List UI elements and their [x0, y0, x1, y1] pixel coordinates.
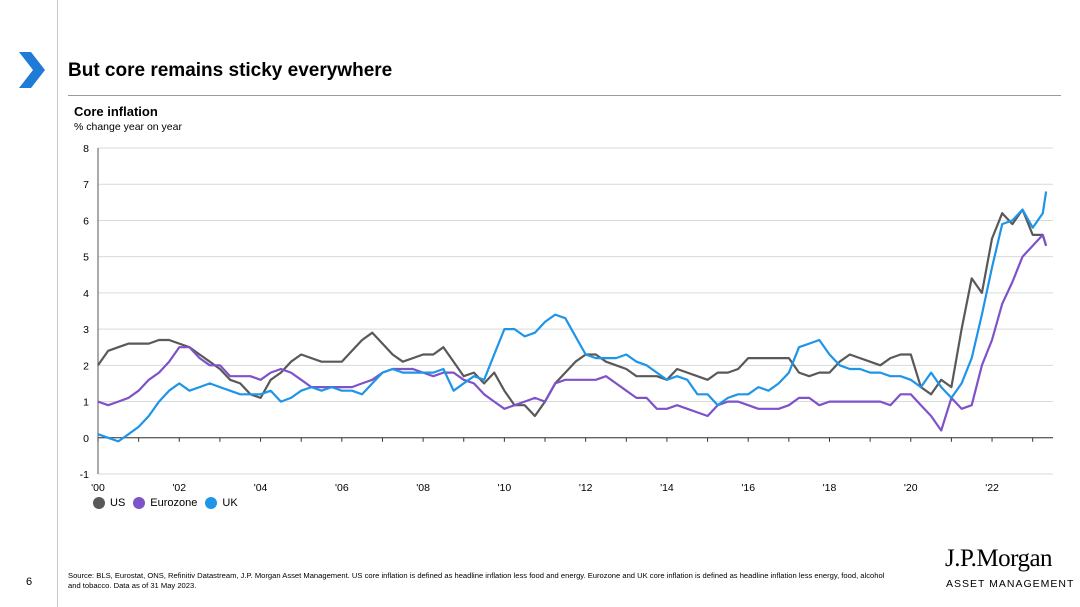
legend-item-eurozone: Eurozone [133, 497, 197, 509]
y-tick-label: 0 [83, 433, 89, 445]
source-footnote: Source: BLS, Eurostat, ONS, Refinitiv Da… [68, 571, 885, 590]
x-tick-label: '08 [416, 482, 430, 494]
left-margin-rule [57, 0, 58, 607]
logo-subtitle: ASSET MANAGEMENT [946, 578, 1075, 590]
y-tick-label: 1 [83, 397, 89, 409]
series-line-us [97, 208, 1048, 418]
x-tick-label: '06 [335, 482, 349, 494]
x-tick-label: '04 [254, 482, 268, 494]
legend-label-eurozone: Eurozone [150, 497, 198, 509]
x-tick-label: '16 [741, 482, 755, 494]
chart-legend: US Eurozone UK [93, 497, 246, 509]
y-tick-label: 4 [83, 288, 89, 300]
y-tick-label: 2 [83, 360, 89, 372]
jpmorgan-logo: J.P.Morgan [945, 545, 1053, 572]
chart-subtitle: % change year on year [74, 121, 182, 133]
legend-marker-uk [205, 497, 218, 509]
legend-label-uk: UK [222, 497, 238, 509]
legend-item-uk: UK [205, 497, 238, 509]
legend-marker-us [93, 497, 105, 509]
y-tick-label: 6 [83, 215, 89, 227]
y-tick-label: -1 [80, 469, 89, 481]
legend-item-us: US [93, 497, 125, 509]
x-tick-label: '18 [823, 482, 837, 494]
x-tick-label: '10 [498, 482, 512, 494]
y-tick-label: 3 [83, 324, 89, 336]
x-tick-label: '22 [985, 482, 999, 494]
y-tick-label: 8 [83, 143, 89, 155]
x-tick-label: '14 [660, 482, 674, 494]
legend-label-us: US [110, 497, 126, 509]
x-tick-label: '12 [579, 482, 593, 494]
chevron-right-icon [19, 52, 45, 88]
x-tick-label: '20 [904, 482, 918, 494]
x-tick-label: '02 [172, 482, 186, 494]
series-line-eurozone [97, 233, 1048, 432]
title-divider [68, 95, 1061, 96]
chart-title: Core inflation [74, 104, 158, 119]
page-number: 6 [26, 576, 33, 588]
x-tick-label: '00 [91, 482, 105, 494]
series-line-uk [97, 191, 1048, 443]
y-tick-label: 5 [83, 252, 89, 264]
slide-title: But core remains sticky everywhere [68, 60, 393, 81]
y-tick-label: 7 [83, 179, 89, 191]
legend-marker-eurozone [133, 497, 146, 509]
